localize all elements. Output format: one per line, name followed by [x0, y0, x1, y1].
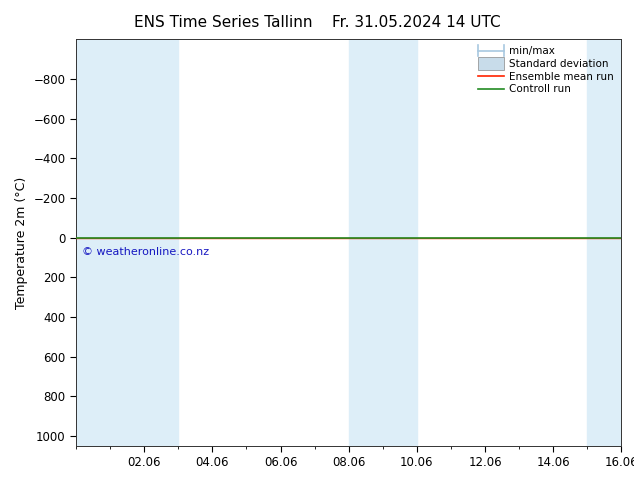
Bar	[587, 39, 621, 446]
Bar	[76, 39, 178, 446]
Text: ENS Time Series Tallinn    Fr. 31.05.2024 14 UTC: ENS Time Series Tallinn Fr. 31.05.2024 1…	[134, 15, 500, 30]
Legend: min/max, Standard deviation, Ensemble mean run, Controll run: min/max, Standard deviation, Ensemble me…	[476, 45, 616, 97]
Bar	[349, 39, 417, 446]
Text: © weatheronline.co.nz: © weatheronline.co.nz	[82, 246, 209, 257]
Y-axis label: Temperature 2m (°C): Temperature 2m (°C)	[15, 176, 28, 309]
